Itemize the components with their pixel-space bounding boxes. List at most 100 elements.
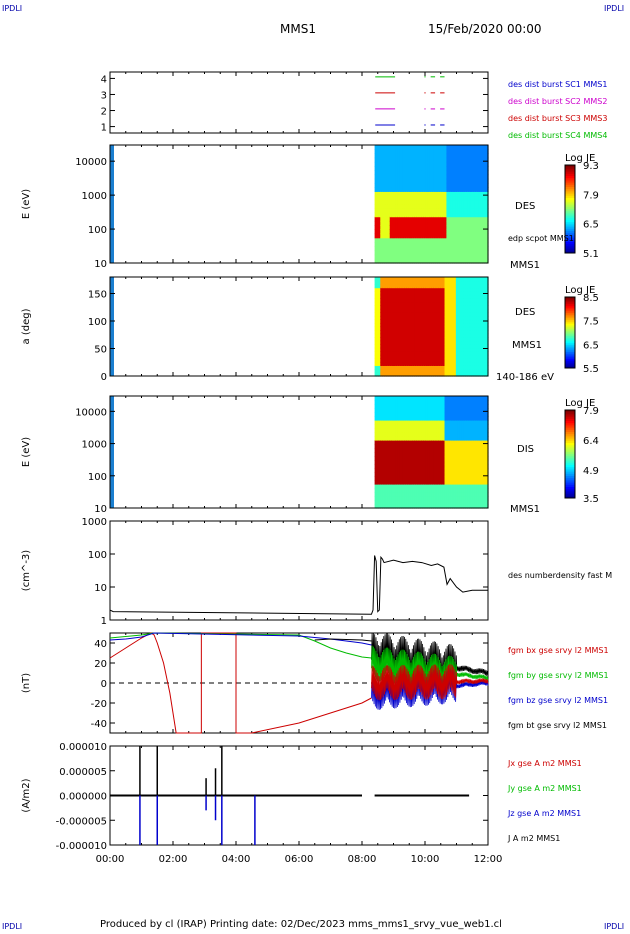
dis-energy-cell [431,452,434,457]
des-pitch-cell [397,291,400,296]
des-energy-cell [410,220,413,226]
des-energy-cell [380,153,383,159]
dis-energy-cell [384,464,387,469]
des-energy-cell [378,182,381,188]
des-pitch-cell [431,301,434,306]
des-energy-cell [459,258,463,264]
date-time-title: 15/Feb/2020 00:00 [428,22,542,36]
des-pitch-cell [393,365,396,370]
des-energy-cell [402,225,406,230]
des-energy-cell [461,145,465,150]
dis-energy-cell [387,424,391,429]
des-pitch-cell [397,344,400,349]
des-energy-cell [482,145,485,150]
des-energy-cell [384,258,387,264]
des-pitch-cell [452,372,455,377]
des-energy-cell [410,208,413,214]
des-pitch-cell [402,319,406,324]
dis-energy-cell [431,448,434,453]
des-energy-cell [387,174,391,180]
dis-energy-cell [427,460,431,465]
dis-energy-cell [382,416,385,421]
dis-energy-cell [414,436,417,441]
dis-energy-cell [448,436,451,441]
des-pitch-cell [425,298,429,303]
dis-energy-cell [429,464,432,469]
dis-energy-cell [410,432,413,437]
des-pitch-cell [404,347,408,352]
dis-energy-cell [423,504,427,509]
des-pitch-cell [486,333,489,338]
dis-energy-cell [414,472,417,477]
des-pitch-cell [423,372,427,377]
des-energy-cell [391,174,395,180]
des-pitch-cell [438,372,442,377]
des-energy-cell [461,241,465,247]
des-pitch-cell [378,319,381,324]
des-energy-cell [391,191,395,197]
des-pitch-cell [469,358,472,363]
dis-energy-cell [446,468,449,473]
des-energy-cell [374,178,378,184]
des-pitch-cell [435,333,438,338]
des-pitch-cell [469,337,472,342]
des-energy-cell [427,250,431,256]
dis-energy-cell [440,468,444,473]
des-energy-cell [406,182,410,188]
des-energy-colorbar-cell [565,211,575,214]
des-energy-cell [402,241,406,247]
dis-energy-cell [412,396,415,401]
dis-energy-cell [399,488,402,493]
des-pitch-cell [444,315,448,321]
dis-energy-cell [376,416,379,421]
des-pitch-cell [478,333,482,338]
des-energy-cell [393,258,396,264]
des-pitch-cell [470,305,474,310]
des-energy-cell [433,216,436,222]
des-pitch-cell [421,351,425,356]
des-energy-cell [378,241,381,247]
des-energy-cell [463,157,466,163]
des-energy-cell [423,187,427,192]
des-pitch-cell [410,298,413,303]
des-energy-cell [410,182,413,188]
dis-energy-cell [406,460,410,465]
dis-energy-cell [459,496,463,501]
des-pitch-cell [469,312,472,317]
des-energy-cell [467,157,470,163]
dis-energy-cell [444,464,448,469]
des-pitch-cell [435,372,438,377]
des-pitch-cell [436,344,440,349]
des-pitch-cell [401,305,404,310]
des-pitch-cell [406,322,410,328]
des-energy-cell [474,166,478,171]
dis-energy-cell [418,480,421,485]
des-energy-cell [457,254,461,260]
des-pitch-cell [380,291,383,296]
des-pitch-cell [463,351,466,356]
des-pitch-cell [429,344,432,349]
des-pitch-cell [410,326,413,331]
des-pitch-cell [423,294,427,299]
des-energy-cell [480,199,483,205]
dis-energy-cell [431,428,434,433]
dis-energy-cell [384,484,387,489]
des-energy-cell [401,145,404,150]
des-energy-cell [469,166,472,171]
des-energy-cell [431,216,434,222]
des-energy-cell [393,182,396,188]
des-pitch-cell [435,294,438,299]
des-energy-cell [389,233,393,239]
des-pitch-cell [431,361,434,366]
dis-energy-cell [438,432,442,437]
des-energy-cell [467,191,470,197]
des-pitch-cell [470,291,474,296]
des-energy-cell [457,237,461,243]
des-pitch-cell [461,337,465,342]
des-energy-cell [470,258,474,264]
des-energy-cell [433,220,436,226]
des-pitch-cell [461,368,465,374]
des-pitch-cell [438,287,442,292]
des-pitch-cell [446,333,449,338]
des-pitch-cell [436,294,440,299]
